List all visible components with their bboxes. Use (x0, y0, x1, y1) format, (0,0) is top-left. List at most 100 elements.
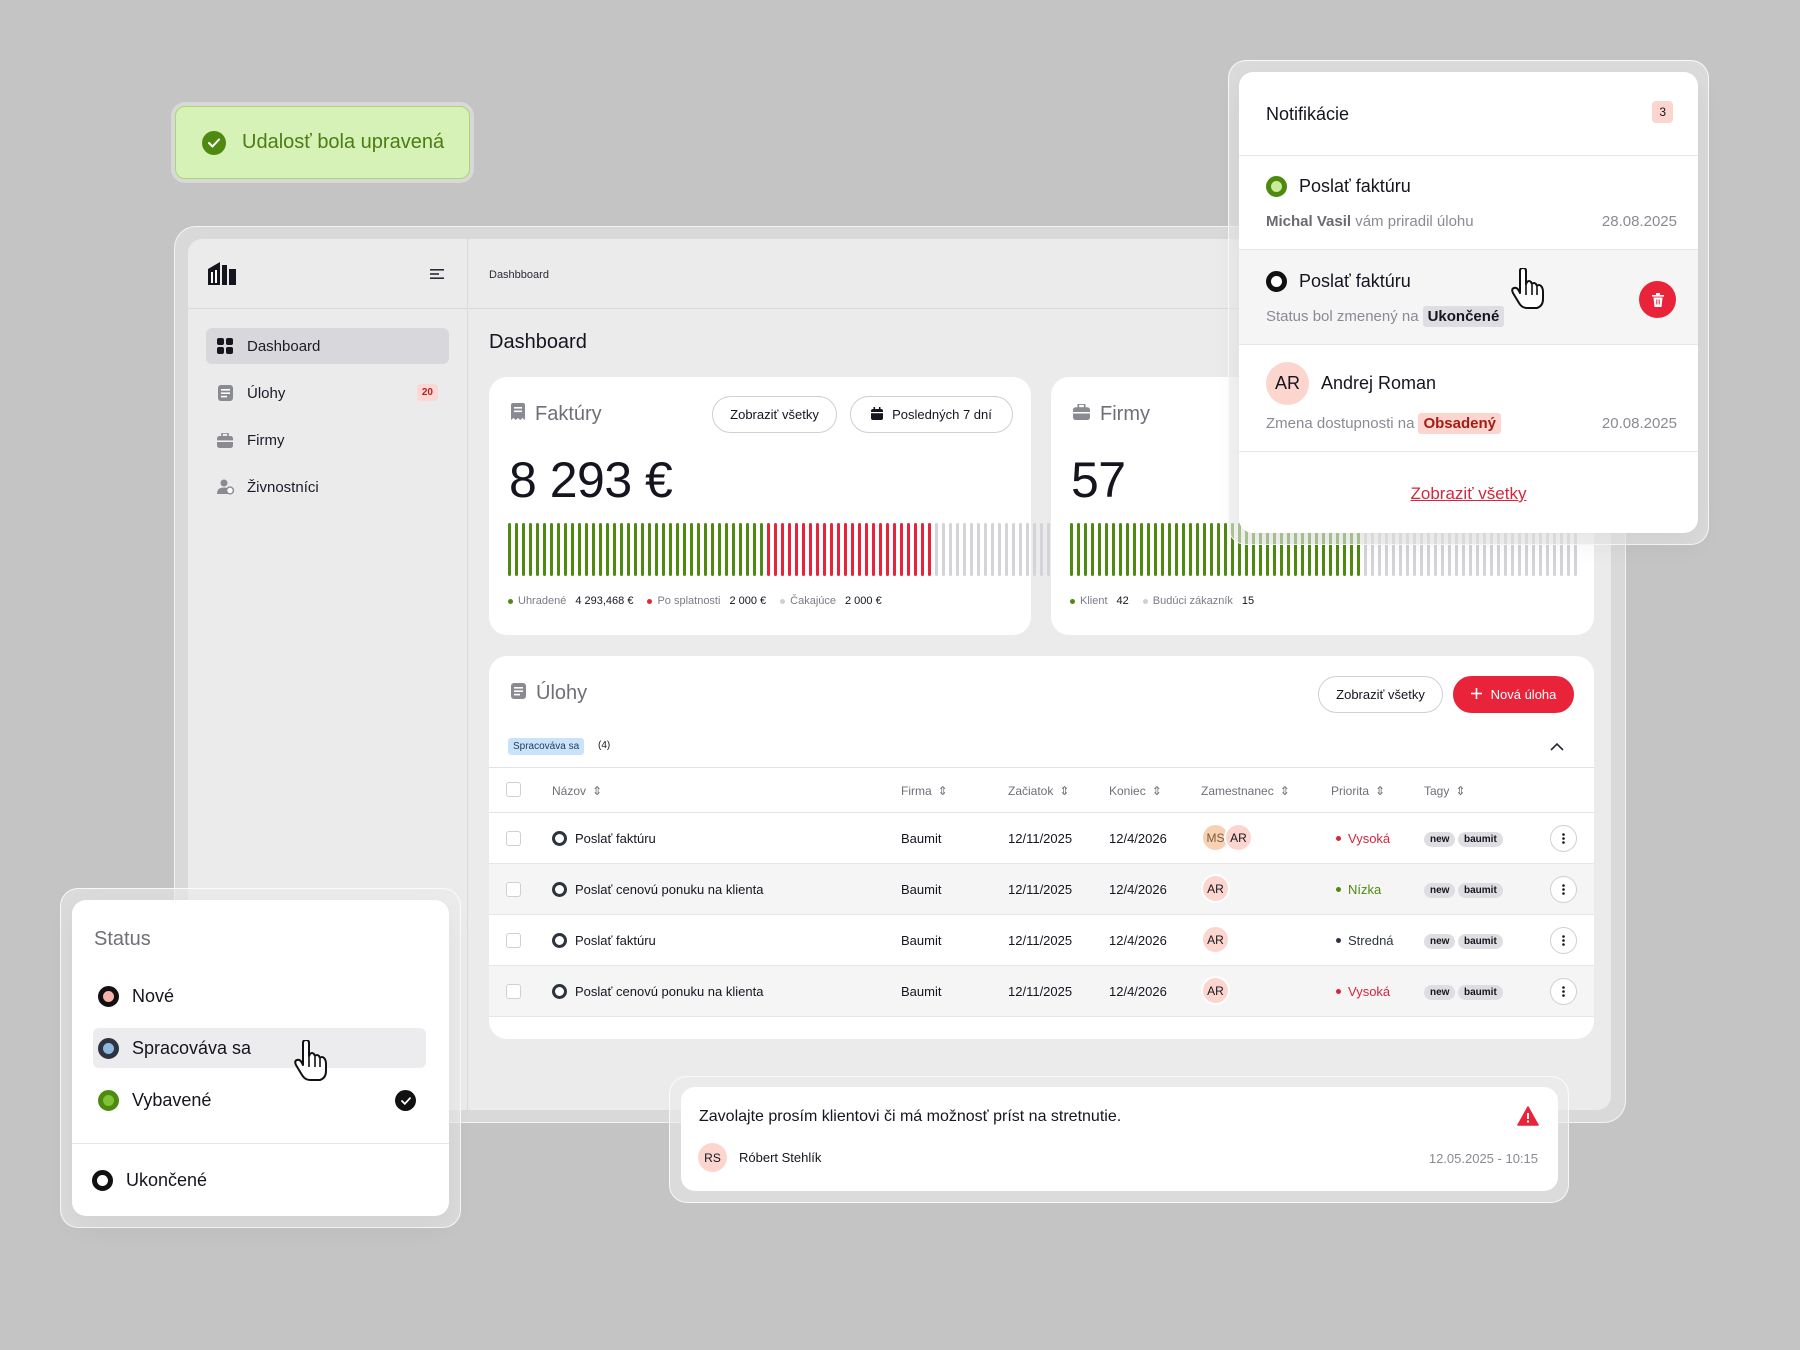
bar-segment (886, 523, 889, 576)
avatar[interactable]: AR (1201, 976, 1230, 1005)
bar-segment (641, 523, 644, 576)
table-header: Názov ⇕ Firma ⇕ Začiatok ⇕ Koniec ⇕ Zamestna… (489, 767, 1594, 813)
avatar[interactable]: AR (1201, 925, 1230, 954)
bar-segment (697, 523, 700, 576)
avatar[interactable]: AR (1224, 823, 1253, 852)
status-option-done[interactable]: Vybavené (93, 1080, 426, 1120)
building-logo-icon[interactable] (207, 260, 237, 291)
row-checkbox[interactable] (506, 882, 521, 897)
notification-item[interactable]: AR Andrej Roman Zmena dostupnosti na Obsa… (1239, 345, 1698, 452)
bar-segment (984, 523, 987, 576)
table-row[interactable]: Poslať cenovú ponuku na klienta Baumit 1… (489, 966, 1594, 1017)
notification-item[interactable]: Poslať faktúru Michal Vasil vám priradil… (1239, 156, 1698, 250)
avatar[interactable]: AR (1201, 874, 1230, 903)
bar-segment (1189, 523, 1192, 576)
column-header-employee[interactable]: Zamestnanec ⇕ (1201, 784, 1290, 798)
column-header-end[interactable]: Koniec ⇕ (1109, 784, 1162, 798)
status-option-new[interactable]: Nové (93, 976, 426, 1016)
invoices-show-all-button[interactable]: Zobraziť všetky (712, 396, 837, 433)
new-task-button[interactable]: Nová úloha (1453, 676, 1574, 713)
column-header-priority[interactable]: Priorita ⇕ (1331, 784, 1386, 798)
bar-segment (606, 523, 609, 576)
task-name[interactable]: Poslať faktúru (552, 933, 656, 949)
bar-segment (781, 523, 784, 576)
task-name[interactable]: Poslať cenovú ponuku na klienta (552, 984, 763, 1000)
notifications-count-badge: 3 (1652, 101, 1673, 123)
bar-segment (1546, 523, 1549, 576)
column-header-tags[interactable]: Tagy ⇕ (1424, 784, 1466, 798)
more-vertical-icon[interactable] (1550, 978, 1577, 1005)
row-checkbox[interactable] (506, 831, 521, 846)
filter-count: (4) (598, 740, 611, 751)
column-header-start[interactable]: Začiatok ⇕ (1008, 784, 1070, 798)
bar-segment (564, 523, 567, 576)
tag-chip[interactable]: new (1424, 832, 1456, 847)
notification-item[interactable]: Poslať faktúru Status bol zmenený na Ukon… (1239, 250, 1698, 345)
bar-segment (928, 523, 931, 576)
table-row[interactable]: Poslať faktúru Baumit 12/11/2025 12/4/20… (489, 813, 1594, 864)
tasks-show-all-button[interactable]: Zobraziť všetky (1318, 676, 1443, 713)
task-name[interactable]: Poslať faktúru (552, 831, 656, 847)
status-ring-icon (98, 1089, 119, 1111)
bar-segment (1019, 523, 1022, 576)
status-filter-tag[interactable]: Spracováva sa (508, 738, 585, 755)
bar-segment (1392, 523, 1395, 576)
invoices-title-text: Faktúry (535, 403, 602, 425)
bar-segment (1217, 523, 1220, 576)
status-option-closed[interactable]: Ukončené (87, 1160, 420, 1200)
sidebar-item-tradesmen[interactable]: Živnostníci (206, 469, 449, 505)
sidebar-item-dashboard[interactable]: Dashboard (206, 328, 449, 364)
status-option-in-progress[interactable]: Spracováva sa (93, 1028, 426, 1068)
task-name[interactable]: Poslať cenovú ponuku na klienta (552, 882, 763, 898)
bar-segment (1196, 523, 1199, 576)
tasks-card: Úlohy Zobraziť všetky Nová úloha Spracov… (489, 656, 1594, 1039)
breadcrumb[interactable]: Dashbboard (489, 269, 549, 281)
bar-segment (1518, 523, 1521, 576)
tag-chip[interactable]: baumit (1458, 934, 1503, 949)
table-row[interactable]: Poslať cenovú ponuku na klienta Baumit 1… (489, 864, 1594, 915)
legend-paid: Uhradené 4 293,468 € (508, 595, 633, 607)
bar-segment (1329, 523, 1332, 576)
bar-segment (522, 523, 525, 576)
status-ring-icon (552, 882, 567, 898)
bar-segment (914, 523, 917, 576)
legend-overdue: Po splatnosti 2 000 € (647, 595, 766, 607)
bar-segment (795, 523, 798, 576)
bar-segment (1005, 523, 1008, 576)
tag-chip[interactable]: baumit (1458, 883, 1503, 898)
grid-icon (216, 337, 234, 355)
select-all-checkbox[interactable] (506, 782, 521, 797)
sidebar-item-label: Živnostníci (247, 478, 319, 496)
sidebar-item-tasks[interactable]: Úlohy 20 (206, 375, 449, 411)
tag-chip[interactable]: baumit (1458, 832, 1503, 847)
date-range-button[interactable]: Posledných 7 dní (850, 396, 1013, 433)
bar-segment (1420, 523, 1423, 576)
notification-title: Poslať faktúru (1299, 271, 1411, 291)
row-checkbox[interactable] (506, 984, 521, 999)
message-card[interactable]: Zavolajte prosím klientovi či má možnosť… (681, 1087, 1558, 1191)
bar-segment (1182, 523, 1185, 576)
tag-chip[interactable]: new (1424, 934, 1456, 949)
collapse-menu-icon[interactable] (430, 267, 444, 285)
tag-chip[interactable]: new (1424, 883, 1456, 898)
column-header-name[interactable]: Názov ⇕ (552, 784, 603, 798)
bar-segment (711, 523, 714, 576)
status-menu: Status Nové Spracováva sa Vybavené Ukonč… (72, 900, 449, 1216)
trash-icon[interactable] (1639, 281, 1676, 318)
row-checkbox[interactable] (506, 933, 521, 948)
more-vertical-icon[interactable] (1550, 927, 1577, 954)
bar-segment (809, 523, 812, 576)
bar-segment (1091, 523, 1094, 576)
tag-chip[interactable]: baumit (1458, 985, 1503, 1000)
more-vertical-icon[interactable] (1550, 876, 1577, 903)
more-vertical-icon[interactable] (1550, 825, 1577, 852)
table-row[interactable]: Poslať faktúru Baumit 12/11/2025 12/4/20… (489, 915, 1594, 966)
companies-bar-strip (1070, 523, 1577, 576)
chevron-up-icon[interactable] (1550, 738, 1564, 756)
notifications-show-all-link[interactable]: Zobraziť všetky (1410, 484, 1527, 503)
status-ring-icon (1266, 176, 1287, 197)
tag-chip[interactable]: new (1424, 985, 1456, 1000)
sidebar-item-companies[interactable]: Firmy (206, 422, 449, 458)
bar-segment (683, 523, 686, 576)
column-header-company[interactable]: Firma ⇕ (901, 784, 948, 798)
